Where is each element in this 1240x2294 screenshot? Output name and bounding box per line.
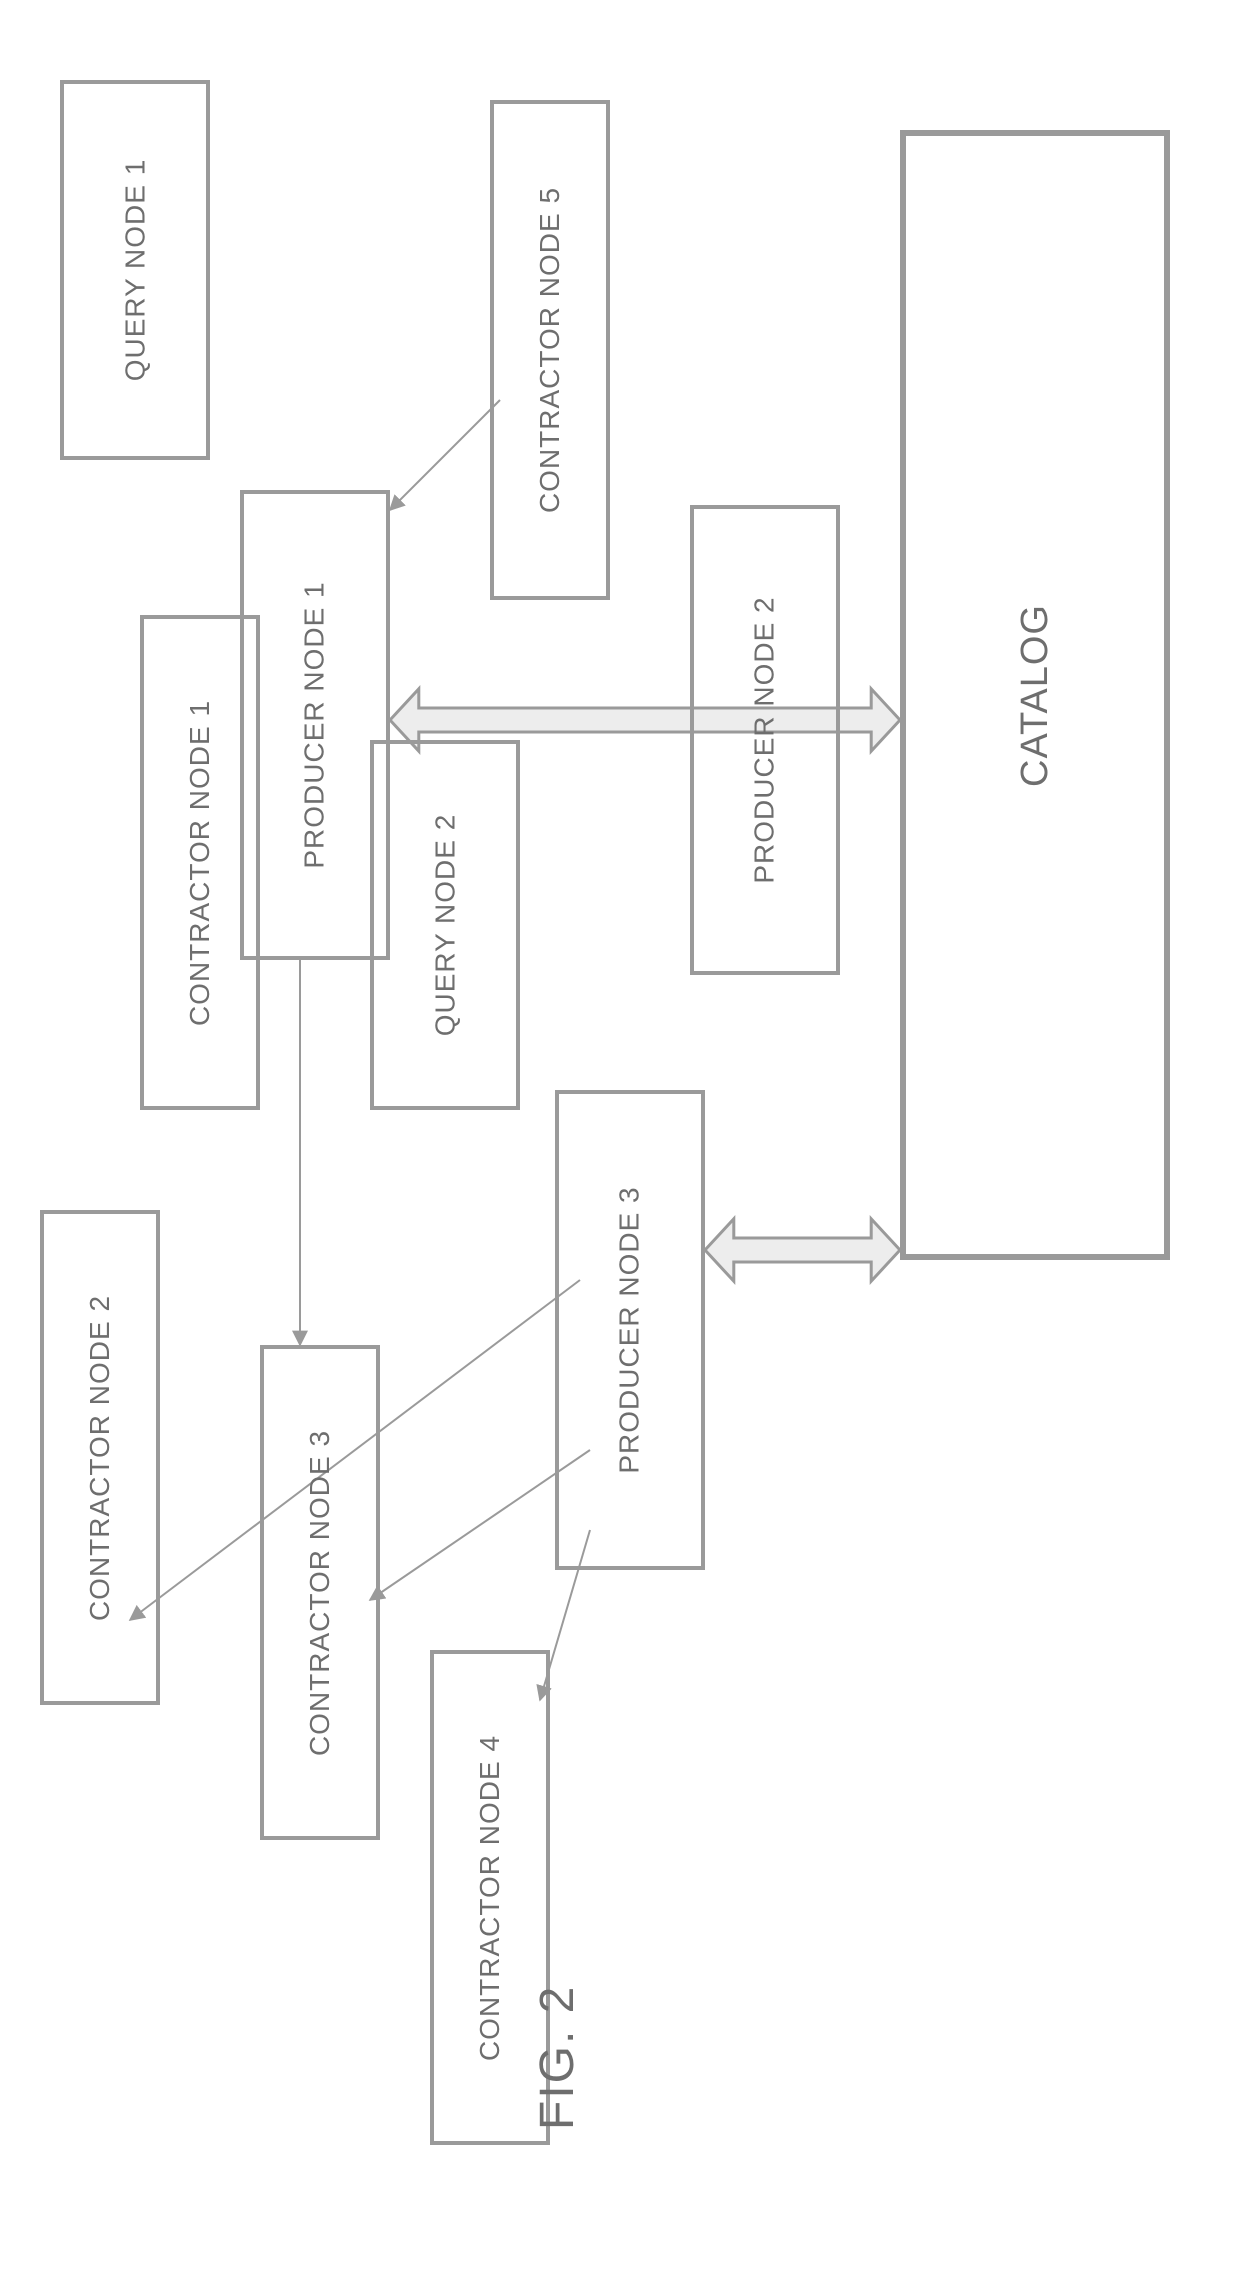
contractor-node-5-label: CONTRACTOR NODE 5: [534, 187, 566, 513]
producer-node-1-label: PRODUCER NODE 1: [299, 581, 331, 868]
contractor-node-3: CONTRACTOR NODE 3: [260, 1345, 380, 1840]
producer-node-1: PRODUCER NODE 1: [240, 490, 390, 960]
edge-contractor5-to-producer1: [390, 400, 500, 510]
producer-node-3: PRODUCER NODE 3: [555, 1090, 705, 1570]
query-node-1-label: QUERY NODE 1: [119, 159, 151, 382]
producer-node-2-label: PRODUCER NODE 2: [749, 596, 781, 883]
producer-node-3-label: PRODUCER NODE 3: [614, 1186, 646, 1473]
contractor-node-4-label: CONTRACTOR NODE 4: [474, 1734, 506, 2060]
producer-node-2: PRODUCER NODE 2: [690, 505, 840, 975]
catalog-label: CATALOG: [1014, 604, 1057, 787]
contractor-node-5: CONTRACTOR NODE 5: [490, 100, 610, 600]
query-node-1: QUERY NODE 1: [60, 80, 210, 460]
diagram-canvas: CATALOG QUERY NODE 1 QUERY NODE 2 PRODUC…: [0, 0, 1240, 2294]
contractor-node-2-label: CONTRACTOR NODE 2: [84, 1294, 116, 1620]
figure-caption: FIG. 2: [530, 1930, 590, 2130]
contractor-node-1-label: CONTRACTOR NODE 1: [184, 699, 216, 1025]
double-arrow-producer3-catalog: [705, 1219, 900, 1281]
query-node-2: QUERY NODE 2: [370, 740, 520, 1110]
query-node-2-label: QUERY NODE 2: [429, 814, 461, 1037]
contractor-node-2: CONTRACTOR NODE 2: [40, 1210, 160, 1705]
contractor-node-3-label: CONTRACTOR NODE 3: [304, 1429, 336, 1755]
contractor-node-1: CONTRACTOR NODE 1: [140, 615, 260, 1110]
catalog-node: CATALOG: [900, 130, 1170, 1260]
